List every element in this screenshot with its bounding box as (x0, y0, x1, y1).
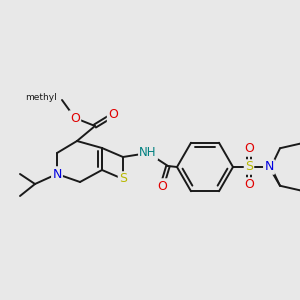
Text: methyl: methyl (25, 92, 57, 101)
Text: O: O (108, 109, 118, 122)
Text: O: O (244, 178, 254, 191)
Text: O: O (70, 112, 80, 124)
Text: O: O (157, 179, 167, 193)
Text: NH: NH (139, 146, 157, 160)
Text: S: S (245, 160, 253, 173)
Text: N: N (264, 160, 274, 173)
Text: N: N (52, 167, 62, 181)
Text: O: O (244, 142, 254, 155)
Text: S: S (119, 172, 127, 185)
